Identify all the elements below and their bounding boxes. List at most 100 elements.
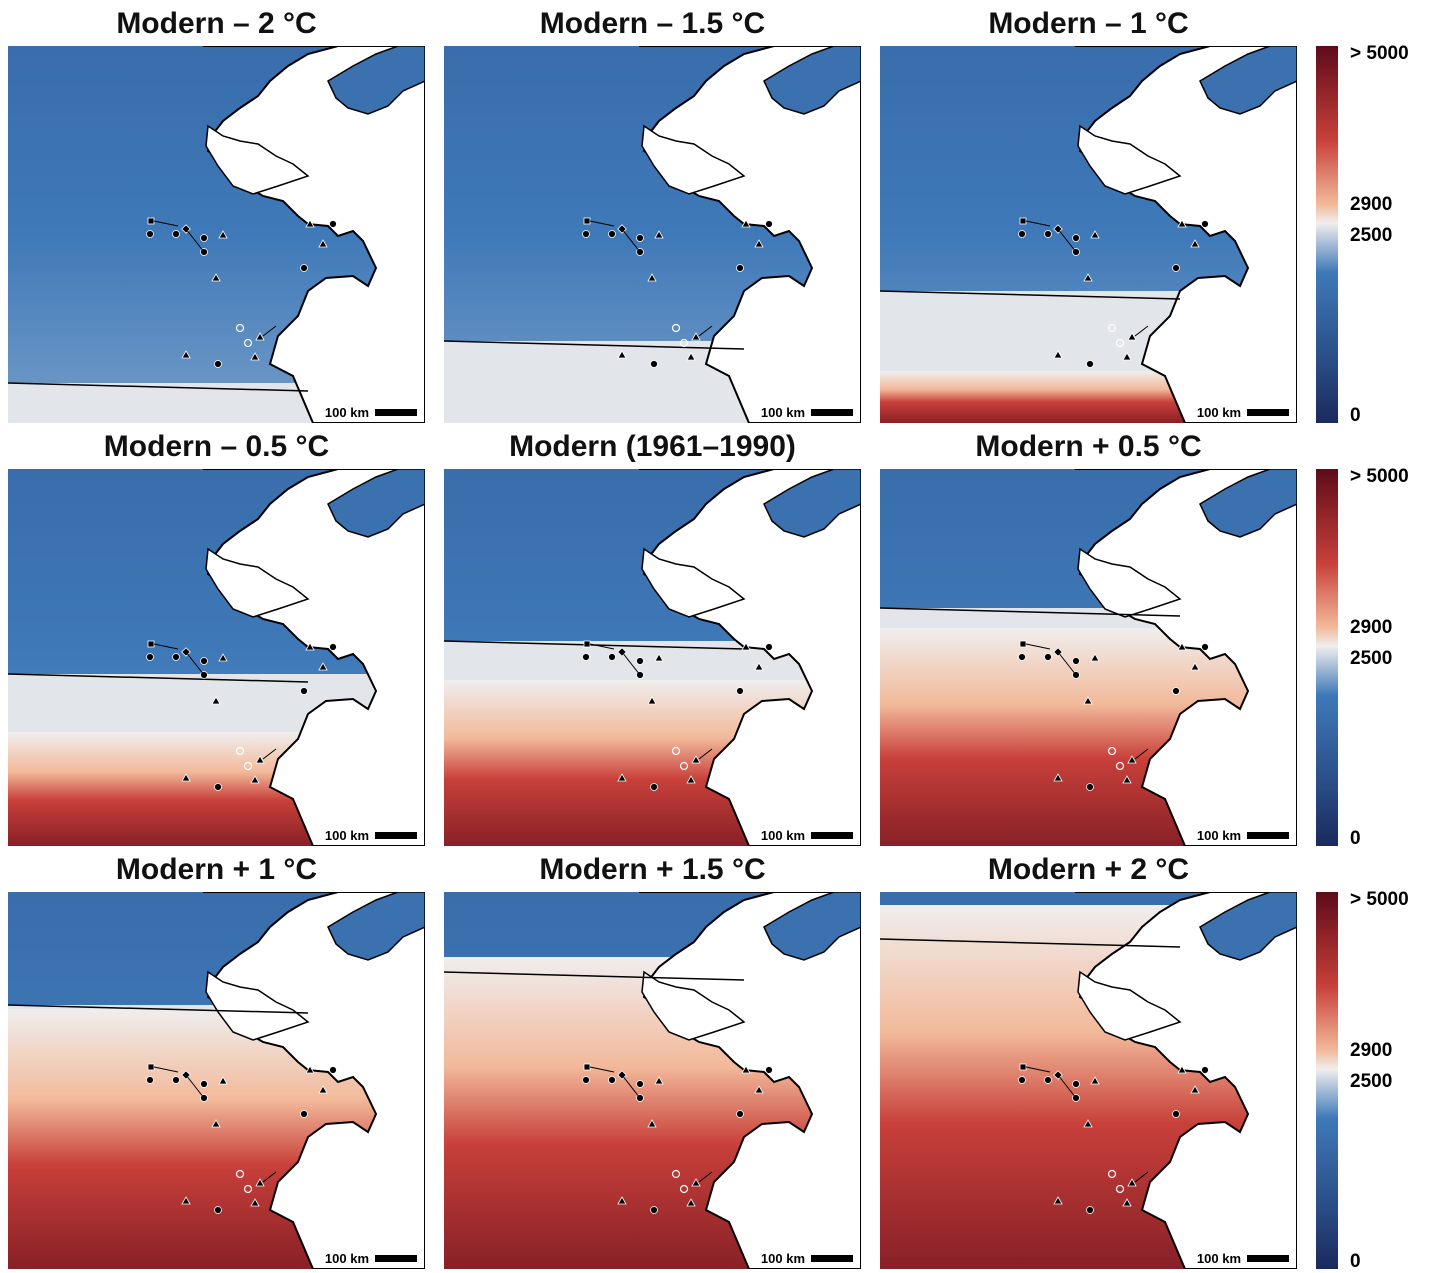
site-circle [765, 643, 773, 651]
site-circle [608, 230, 616, 238]
site-square [147, 1063, 155, 1071]
site-triangle [686, 1198, 696, 1207]
boundary-line [880, 290, 1181, 300]
liaodong-bay [1077, 970, 1182, 1041]
panel-title: Modern (1961–1990) [509, 430, 796, 463]
map-svg [8, 469, 425, 846]
site-triangle [218, 230, 228, 239]
site-triangle [1127, 755, 1137, 764]
site-open-circle [679, 761, 689, 771]
site-circle [214, 360, 222, 368]
site-triangle [691, 332, 701, 341]
boundary-line [444, 971, 745, 981]
site-triangle [1083, 273, 1093, 282]
colorbar [1316, 469, 1338, 846]
site-triangle [686, 352, 696, 361]
site-triangle [617, 773, 627, 782]
site-circle [1072, 657, 1080, 665]
site-triangle [754, 1085, 764, 1094]
site-triangle [1177, 1065, 1187, 1074]
map-area: 100 km [444, 469, 861, 846]
site-triangle [1177, 219, 1187, 228]
site-triangle [255, 1178, 265, 1187]
panel-title: Modern – 0.5 °C [103, 430, 330, 463]
site-triangle [1083, 696, 1093, 705]
site-triangle [218, 1076, 228, 1085]
scale-bar: 100 km [761, 1251, 853, 1266]
boundary-line [880, 938, 1181, 948]
panel-title: Modern – 1.5 °C [539, 7, 766, 40]
site-circle [1018, 1076, 1026, 1084]
korean-peninsula [763, 892, 861, 961]
site-circle [329, 220, 337, 228]
site-circle [1172, 264, 1180, 272]
site-triangle [1190, 239, 1200, 248]
site-circle [172, 230, 180, 238]
liaodong-bay [641, 970, 746, 1041]
map-svg [444, 469, 861, 846]
site-markers [146, 1063, 337, 1214]
panel-title: Modern – 2 °C [116, 7, 317, 40]
site-circle [636, 657, 644, 665]
scale-bar: 100 km [1197, 405, 1289, 420]
site-circle [329, 643, 337, 651]
site-triangle [654, 653, 664, 662]
site-triangle [1122, 775, 1132, 784]
legend-min-label: 0 [1350, 405, 1361, 426]
scale-bar-line [1247, 409, 1289, 416]
sea [203, 892, 425, 1269]
scale-bar: 100 km [325, 828, 417, 843]
site-open-circle [1115, 338, 1125, 348]
site-circle [1044, 230, 1052, 238]
legend-min-label: 0 [1350, 1251, 1361, 1272]
site-triangle [654, 230, 664, 239]
map-svg [444, 46, 861, 423]
panel-title: Modern + 1.5 °C [539, 853, 766, 886]
liaodong-bay [641, 547, 746, 618]
site-triangle [691, 755, 701, 764]
liaodong-bay [641, 124, 746, 195]
site-open-circle [243, 1184, 253, 1194]
scale-bar-line [811, 832, 853, 839]
map-area: 100 km [444, 46, 861, 423]
panel-title: Modern – 1 °C [988, 7, 1189, 40]
site-circle [300, 1110, 308, 1118]
site-circle [636, 234, 644, 242]
site-circle [582, 230, 590, 238]
site-circle [300, 687, 308, 695]
site-square [147, 217, 155, 225]
scale-bar-line [811, 409, 853, 416]
site-triangle [1190, 1085, 1200, 1094]
site-triangle [181, 1196, 191, 1205]
map-area: 100 km [880, 469, 1297, 846]
site-markers [582, 217, 773, 368]
site-triangle [741, 1065, 751, 1074]
site-circle [146, 653, 154, 661]
site-circle [1201, 220, 1209, 228]
site-circle [1172, 1110, 1180, 1118]
site-circle [329, 1066, 337, 1074]
site-triangle [654, 1076, 664, 1085]
korean-peninsula [1199, 469, 1297, 538]
boundary-line [8, 382, 309, 392]
scale-bar-line [1247, 832, 1289, 839]
legend-min-label: 0 [1350, 828, 1361, 849]
sea [203, 46, 425, 423]
site-circle [1044, 653, 1052, 661]
legend-2500-label: 2500 [1350, 225, 1393, 246]
site-triangle [255, 755, 265, 764]
site-circle [765, 1066, 773, 1074]
site-circle [1072, 1080, 1080, 1088]
site-open-circle [679, 338, 689, 348]
scale-bar-label: 100 km [324, 1251, 369, 1266]
map-area: 100 km [8, 892, 425, 1269]
map-svg [444, 892, 861, 1269]
site-triangle [305, 1065, 315, 1074]
site-leader-lines [1025, 643, 1149, 760]
map-area: 100 km [8, 469, 425, 846]
site-circle [1086, 1206, 1094, 1214]
site-circle [608, 1076, 616, 1084]
scale-bar: 100 km [325, 1251, 417, 1266]
map-area: 100 km [444, 892, 861, 1269]
map-svg [880, 469, 1297, 846]
